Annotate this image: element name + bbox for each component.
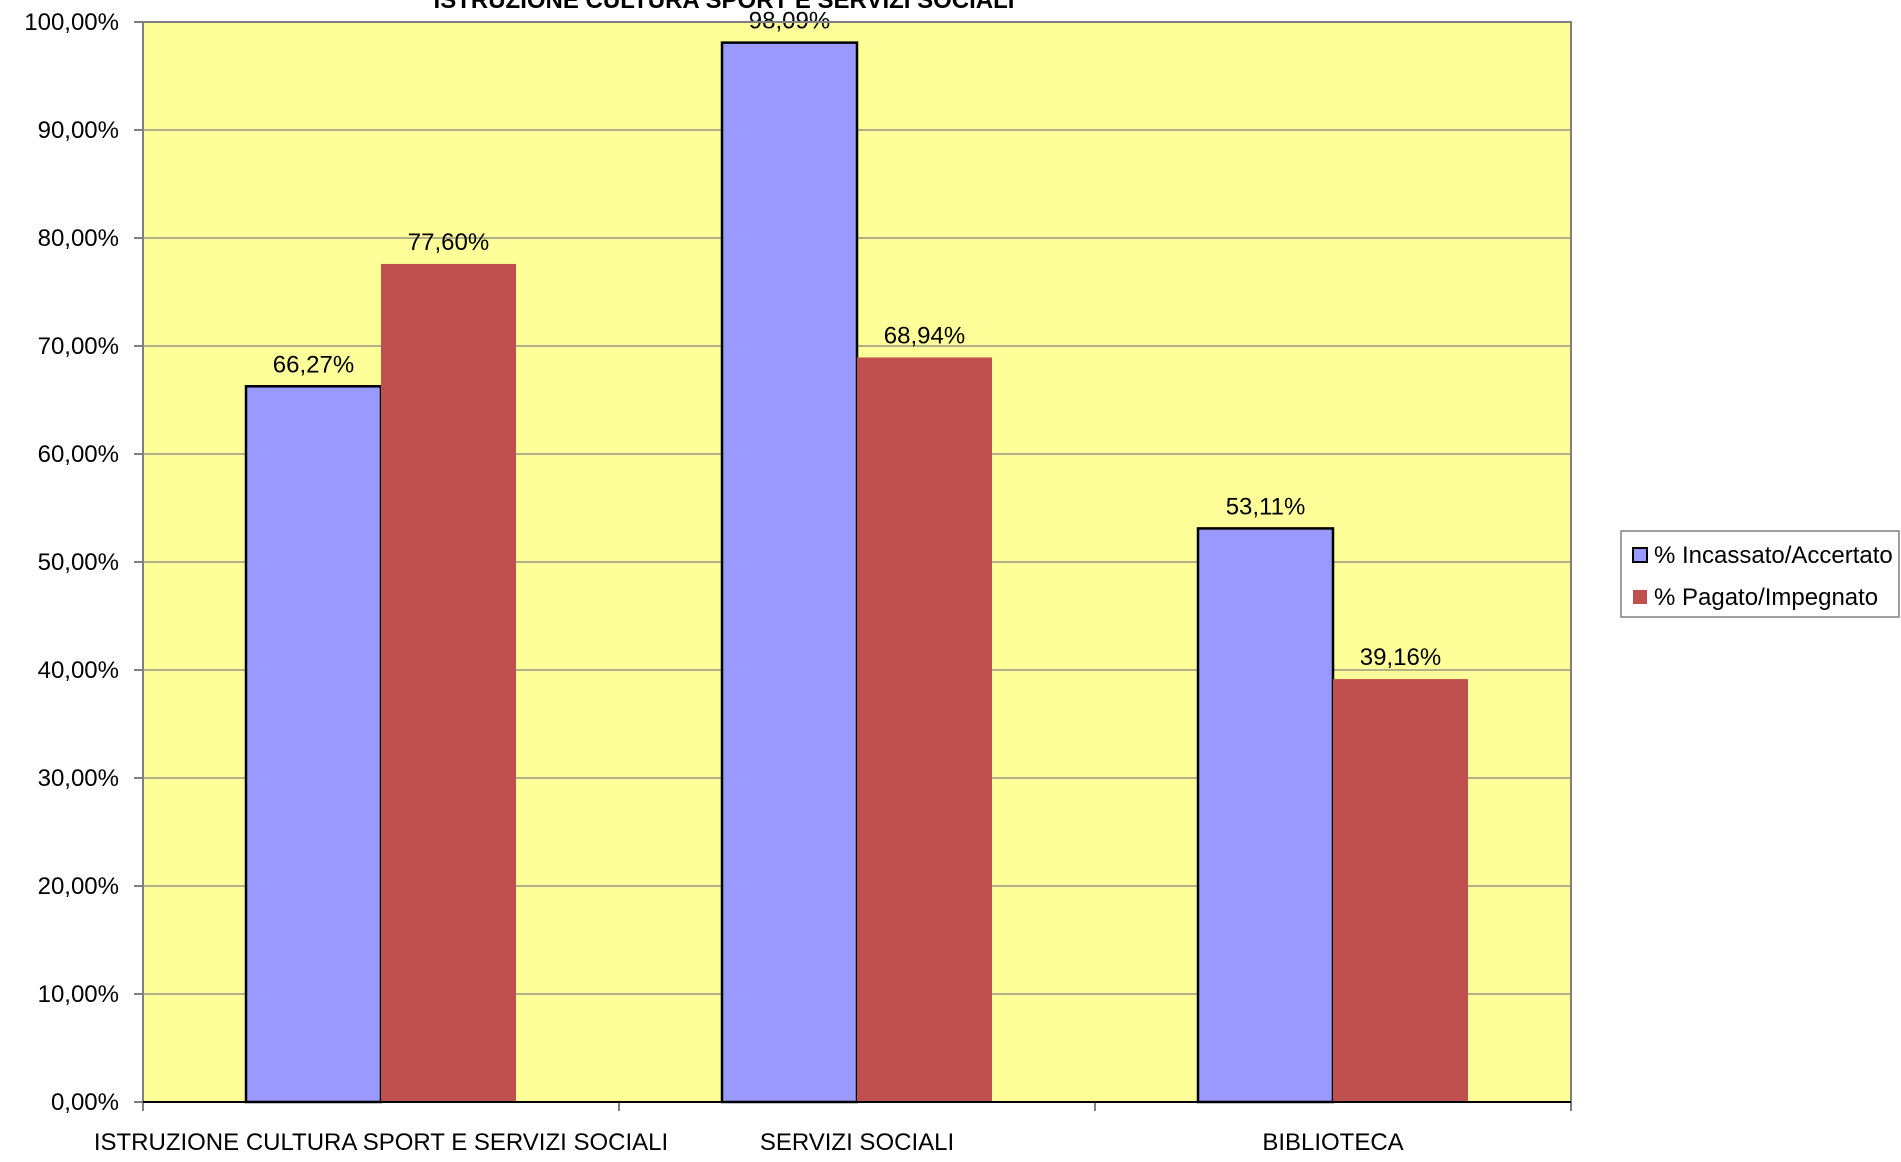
legend-label: % Pagato/Impegnato (1654, 584, 1878, 611)
data-label: 77,60% (408, 229, 489, 256)
data-label: 66,27% (273, 351, 354, 378)
bar-series-2 (857, 357, 992, 1102)
x-tick-label: ISTRUZIONE CULTURA SPORT E SERVIZI SOCIA… (94, 1129, 668, 1156)
legend-swatch (1633, 590, 1647, 604)
data-label: 53,11% (1226, 493, 1306, 520)
bar-series-1 (244, 385, 383, 1104)
legend-swatch (1632, 547, 1648, 563)
bar-series-2 (381, 263, 516, 1102)
y-tick-label: 30,00% (38, 765, 119, 792)
data-label: 68,94% (884, 322, 965, 349)
legend: % Incassato/Accertato % Pagato/Impegnato (1620, 530, 1900, 618)
legend-label: % Incassato/Accertato (1654, 542, 1893, 569)
chart-title: ISTRUZIONE CULTURA SPORT E SERVIZI SOCIA… (434, 0, 1015, 14)
y-tick-label: 70,00% (38, 333, 119, 360)
y-tick-label: 100,00% (24, 9, 119, 36)
bar-series-2 (1333, 679, 1468, 1102)
y-tick-label: 80,00% (38, 225, 119, 252)
bar-series-1 (720, 41, 859, 1104)
y-tick-label: 0,00% (51, 1089, 119, 1116)
y-tick-label: 40,00% (38, 657, 119, 684)
bar-series-1 (1196, 527, 1335, 1104)
y-tick-label: 10,00% (38, 981, 119, 1008)
legend-box (1620, 530, 1900, 618)
y-tick-label: 50,00% (38, 549, 119, 576)
data-label: 39,16% (1360, 644, 1441, 671)
y-tick-label: 90,00% (38, 117, 119, 144)
x-tick-label: SERVIZI SOCIALI (760, 1129, 954, 1156)
x-tick-label: BIBLIOTECA (1262, 1129, 1403, 1156)
plot-area: 0,00% 10,00% 20,00% 30,00% 40,00% 50,00% 60,00… (24, 8, 1572, 1156)
y-tick-label: 60,00% (38, 441, 119, 468)
y-tick-label: 20,00% (38, 873, 119, 900)
